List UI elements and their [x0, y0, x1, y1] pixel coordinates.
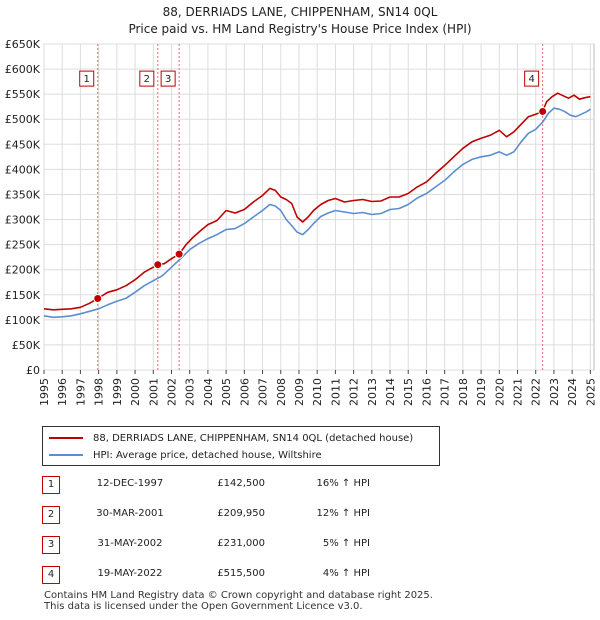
sale-point: [93, 294, 103, 304]
sale-number-badge: 2: [42, 506, 60, 524]
x-tick-label: 2020: [493, 378, 506, 406]
legend-label-property: 88, DERRIADS LANE, CHIPPENHAM, SN14 0QL …: [93, 432, 414, 444]
sale-point: [174, 249, 184, 259]
sale-number-badge: 3: [42, 536, 60, 554]
y-tick-label: £450K: [5, 138, 41, 151]
x-tick-label: 2002: [165, 378, 178, 406]
x-tick-label: 2004: [202, 378, 215, 406]
x-tick-label: 1998: [93, 378, 106, 406]
x-tick-label: 1999: [111, 378, 124, 406]
footer-line-1: Contains HM Land Registry data © Crown c…: [44, 590, 433, 601]
x-tick-label: 2009: [293, 378, 306, 406]
x-axis: 1995 1996 1997 1998 1999 2000 2001 2002 2003 2004…: [38, 370, 597, 406]
legend-item-hpi: HPI: Average price, detached house, Wilt…: [49, 447, 322, 463]
footer-line-2: This data is licensed under the Open Gov…: [44, 601, 363, 612]
x-tick-label: 2005: [220, 378, 233, 406]
y-axis: £0 £50K £100K £150K £200K £250K £300K £350K £400…: [5, 38, 41, 377]
sale-price: £209,950: [217, 508, 265, 519]
chart-title: 88, DERRIADS LANE, CHIPPENHAM, SN14 0QL …: [0, 4, 600, 38]
y-tick-label: £550K: [5, 88, 41, 101]
y-tick-label: £300K: [5, 214, 41, 227]
x-tick-label: 1996: [56, 378, 69, 406]
y-tick-label: £650K: [5, 38, 41, 51]
sale-label-box: [160, 70, 176, 87]
x-tick-label: 2014: [384, 378, 397, 406]
x-tick-label: 2012: [348, 378, 361, 406]
sale-number-badge: 4: [42, 566, 60, 584]
sale-points: [93, 106, 548, 304]
sale-label-box: [139, 70, 155, 87]
price-chart: 1 2 3 4 £0 £50K £100K £150K £200K £250K £300K £350…: [5, 38, 598, 406]
title-line-1: 88, DERRIADS LANE, CHIPPENHAM, SN14 0QL: [162, 5, 438, 19]
sale-hpi-change: 4% ↑ HPI: [322, 568, 370, 579]
x-tick-label: 2007: [257, 378, 270, 406]
y-tick-label: £200K: [5, 264, 41, 277]
sale-number-badge: 1: [42, 476, 60, 494]
y-tick-label: £600K: [5, 63, 41, 76]
x-tick-label: 2011: [329, 378, 342, 406]
x-tick-label: 2024: [566, 378, 579, 406]
sale-price: £142,500: [217, 478, 265, 489]
sale-labels: 1 2 3 4: [79, 70, 540, 87]
y-tick-label: £500K: [5, 113, 41, 126]
title-line-2: Price paid vs. HM Land Registry's House …: [128, 22, 472, 36]
x-tick-label: 2003: [184, 378, 197, 406]
sale-date: 30-MAR-2001: [96, 508, 164, 519]
x-tick-label: 2021: [512, 378, 525, 406]
sale-price: £515,500: [217, 568, 265, 579]
sale-hpi-change: 16% ↑ HPI: [316, 478, 370, 489]
sale-date: 19-MAY-2022: [97, 568, 163, 579]
y-tick-label: £250K: [5, 239, 41, 252]
sale-label-number: 4: [528, 74, 534, 85]
series-group: [43, 92, 591, 319]
x-tick-label: 1995: [38, 378, 51, 406]
grid: [43, 43, 594, 371]
x-tick-label: 2017: [439, 378, 452, 406]
x-tick-label: 2015: [402, 378, 415, 406]
sale-hpi-change: 12% ↑ HPI: [316, 508, 370, 519]
x-tick-label: 2025: [584, 378, 597, 406]
sale-point: [538, 106, 548, 116]
y-tick-label: £100K: [5, 314, 41, 327]
x-tick-label: 2008: [275, 378, 288, 406]
sale-hpi-change: 5% ↑ HPI: [322, 538, 370, 549]
series-line-hpi: [43, 107, 591, 319]
x-tick-label: 2022: [530, 378, 543, 406]
legend: 88, DERRIADS LANE, CHIPPENHAM, SN14 0QL …: [42, 426, 440, 466]
legend-swatch-hpi: [49, 454, 83, 456]
y-tick-label: £0: [26, 364, 40, 377]
sale-label-box: [79, 70, 95, 87]
x-tick-label: 2016: [420, 378, 433, 406]
sale-date: 12-DEC-1997: [96, 478, 164, 489]
x-tick-label: 2000: [129, 378, 142, 406]
sale-date: 31-MAY-2002: [97, 538, 163, 549]
x-tick-label: 2018: [457, 378, 470, 406]
y-tick-label: £350K: [5, 188, 41, 201]
y-tick-label: £150K: [5, 289, 41, 302]
x-tick-label: 2010: [311, 378, 324, 406]
sale-price: £231,000: [217, 538, 265, 549]
legend-swatch-property: [49, 437, 83, 439]
x-tick-label: 2006: [238, 378, 251, 406]
x-tick-label: 2001: [147, 378, 160, 406]
table-row: 2 30-MAR-2001 £209,950 12% ↑ HPI: [0, 506, 600, 526]
y-tick-label: £50K: [12, 339, 41, 352]
sale-label-number: 1: [84, 74, 90, 85]
series-line-property: [43, 92, 591, 311]
sale-label-number: 2: [144, 74, 150, 85]
table-row: 4 19-MAY-2022 £515,500 4% ↑ HPI: [0, 566, 600, 586]
sale-point: [153, 260, 163, 270]
sale-label-number: 3: [165, 74, 171, 85]
legend-label-hpi: HPI: Average price, detached house, Wilt…: [93, 449, 322, 461]
x-tick-label: 2013: [366, 378, 379, 406]
sale-label-box: [524, 70, 540, 87]
x-tick-label: 2019: [475, 378, 488, 406]
footer-attribution: Contains HM Land Registry data © Crown c…: [44, 590, 433, 612]
table-row: 1 12-DEC-1997 £142,500 16% ↑ HPI: [0, 476, 600, 496]
x-tick-label: 2023: [548, 378, 561, 406]
x-tick-label: 1997: [74, 378, 87, 406]
y-tick-label: £400K: [5, 163, 41, 176]
table-row: 3 31-MAY-2002 £231,000 5% ↑ HPI: [0, 536, 600, 556]
legend-item-property: 88, DERRIADS LANE, CHIPPENHAM, SN14 0QL …: [49, 430, 413, 446]
